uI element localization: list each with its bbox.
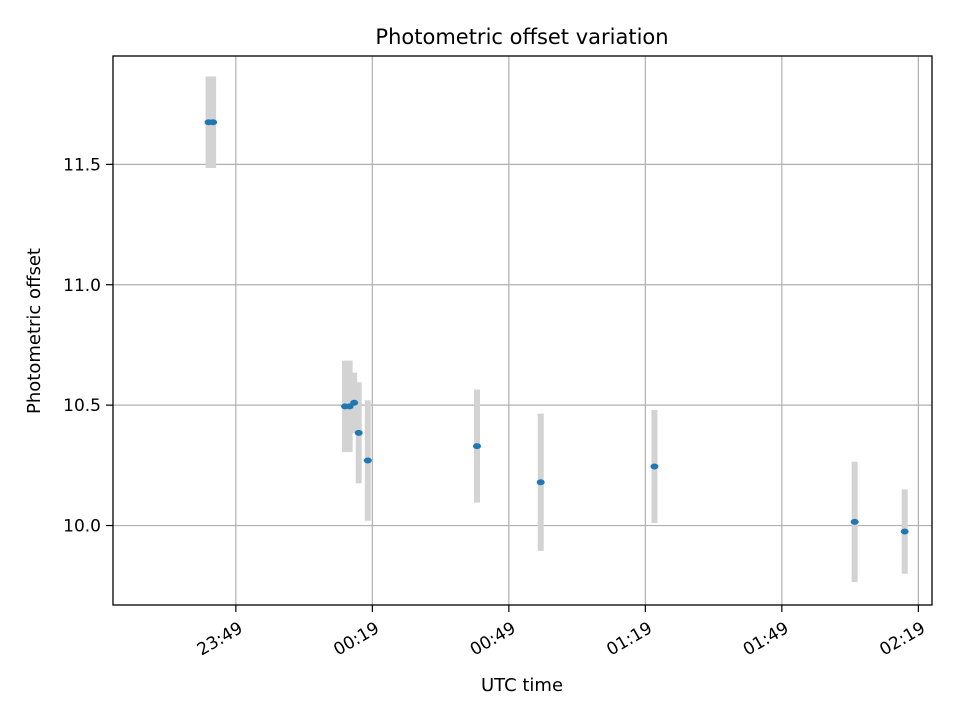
data-point xyxy=(209,119,218,126)
data-point xyxy=(850,518,859,525)
y-tick-label: 10.5 xyxy=(63,396,101,416)
data-point xyxy=(350,399,359,406)
data-point xyxy=(363,457,372,464)
y-axis-ticks: 10.0 10.5 11.0 11.5 xyxy=(63,155,113,537)
grid xyxy=(113,56,932,605)
y-tick-label: 11.0 xyxy=(63,276,101,296)
chart-title: Photometric offset variation xyxy=(375,25,668,49)
plot-frame xyxy=(112,55,933,606)
data-points xyxy=(204,119,909,535)
data-point xyxy=(536,479,545,486)
data-point xyxy=(473,443,481,450)
y-tick-label: 10.0 xyxy=(63,517,101,537)
y-tick-label: 11.5 xyxy=(63,155,101,175)
y-axis-label: Photometric offset xyxy=(24,248,45,414)
data-point xyxy=(900,528,909,535)
x-axis-label: UTC time xyxy=(481,675,563,696)
data-point xyxy=(650,463,659,470)
data-point xyxy=(354,429,363,436)
